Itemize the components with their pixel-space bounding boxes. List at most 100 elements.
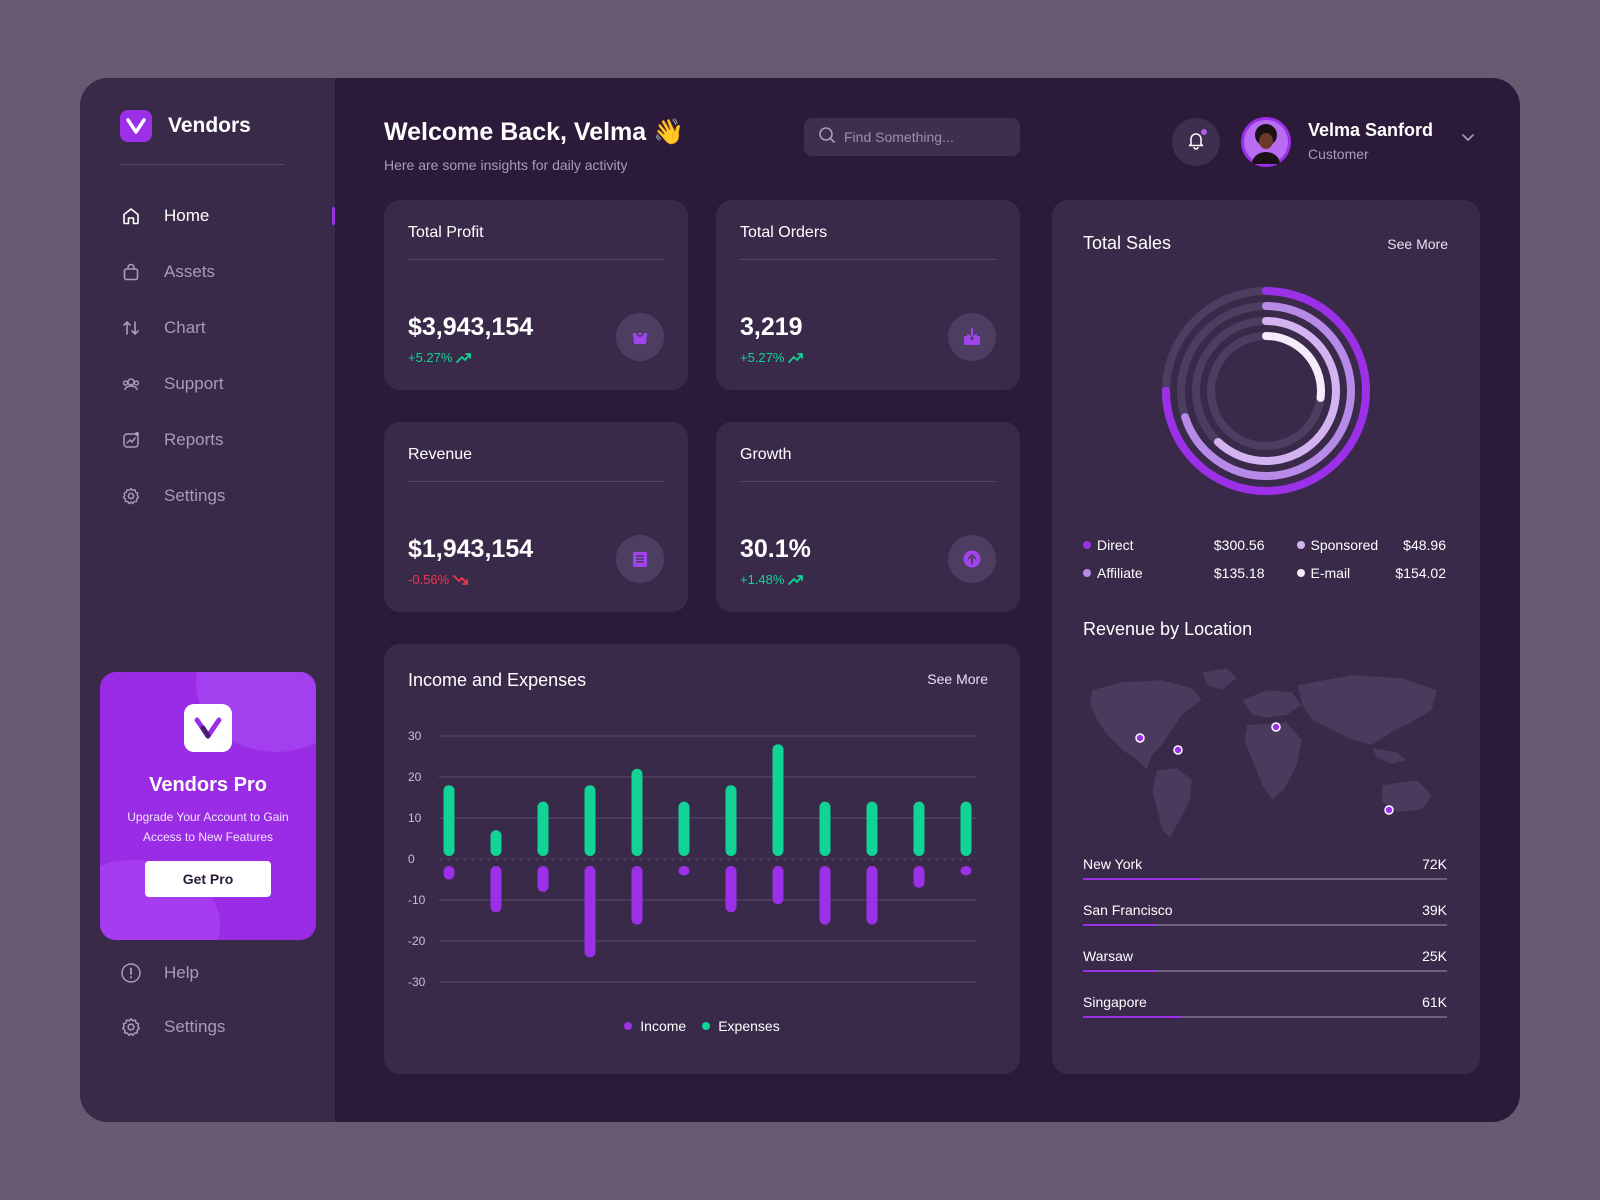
stat-title: Total Orders [740,224,828,241]
map-marker-singapore [1384,805,1394,815]
stat-card-total-orders: Total Orders 3,219 +5.27% [716,200,1020,390]
gear-icon [120,485,142,507]
stat-icon-button[interactable] [948,313,996,361]
stat-icon-button[interactable] [948,535,996,583]
brand[interactable]: Vendors [120,110,251,142]
sidebar-item-label: Home [164,206,210,225]
location-progress [1083,878,1447,880]
bar-income [584,866,596,958]
see-more-link[interactable]: See More [1387,236,1448,252]
chart-legend: Income Expenses [384,1018,1020,1034]
sidebar-item-settings-bottom[interactable]: Settings [120,1000,225,1054]
home-icon [120,205,142,227]
y-tick-label: 10 [408,811,422,825]
world-map [1089,667,1438,839]
donut-arc-e-mail [1207,332,1325,450]
chevron-down-icon[interactable] [1461,130,1475,149]
sidebar-item-label: Settings [164,486,226,505]
bar-expenses [537,801,549,856]
gear-icon [120,1016,142,1038]
donut-arc-direct [1162,287,1370,495]
legend-item-income: Income [624,1018,686,1034]
trend-down-icon [453,574,469,585]
sidebar-item-chart[interactable]: Chart [120,300,335,356]
sales-legend-item-email: E-mail $154.02 [1265,565,1446,581]
location-progress-fill [1083,924,1156,926]
location-progress [1083,924,1447,926]
stat-divider [740,481,996,482]
sales-label: E-mail [1310,565,1351,581]
user-role: Customer [1308,146,1369,162]
stat-value: $1,943,154 [408,535,534,563]
pro-logo-icon [184,704,232,752]
location-list: New York 72K San Francisco 39K Warsaw 25… [1083,856,1447,1040]
bar-expenses [631,768,643,856]
see-more-link[interactable]: See More [927,671,988,687]
map-southeast-asia [1371,747,1408,765]
stat-title: Growth [740,446,792,463]
bag-icon [633,332,647,344]
location-progress-fill [1083,878,1200,880]
promo-title: Vendors Pro [149,774,267,796]
stat-icon-button[interactable] [616,535,664,583]
stat-change: +5.27% [408,350,472,365]
avatar[interactable] [1241,117,1291,167]
location-value: 39K [1422,902,1447,918]
stat-title: Revenue [408,446,473,463]
sales-legend-item-affiliate: Affiliate $135.18 [1083,565,1265,581]
stat-divider [408,259,664,260]
reports-icon [120,429,142,451]
bar-income [490,866,502,913]
bottom-nav: Help Settings [120,946,225,1054]
notification-button[interactable] [1172,118,1220,166]
trend-up-icon [456,352,472,363]
bar-income [725,866,737,913]
sales-label: Direct [1097,537,1134,553]
total-sales-donut-chart [1162,287,1370,495]
page-title: Welcome Back, Velma 👋 [384,118,685,146]
bar-expenses [772,744,784,856]
bar-expenses [866,801,878,856]
stat-change: +5.27% [740,350,804,365]
sidebar-item-reports[interactable]: Reports [120,412,335,468]
stat-divider [408,481,664,482]
search-box[interactable] [804,118,1020,156]
support-icon [120,373,142,395]
stat-card-growth: Growth 30.1% +1.48% [716,422,1020,612]
stat-change-text: -0.56% [408,572,450,587]
sidebar-item-assets[interactable]: Assets [120,244,335,300]
location-progress-fill [1083,1016,1182,1018]
search-input[interactable] [844,129,1004,145]
stat-change-text: +1.48% [740,572,785,587]
right-panel-card: Total Sales See More Direct $300.56 Spon… [1052,200,1480,1074]
sidebar-item-support[interactable]: Support [120,356,335,412]
location-name: New York [1083,856,1143,872]
total-sales-title: Total Sales [1083,233,1172,253]
trend-up-icon [788,352,804,363]
upgrade-promo-card: Vendors Pro Upgrade Your Account to Gain… [100,672,316,940]
arrow-up-circle-icon [963,550,981,568]
location-name: Warsaw [1083,948,1134,964]
income-expenses-chart: 30 20 10 0 -10 -20 -30 [408,729,976,989]
y-tick-label: -30 [408,975,426,989]
sidebar-item-home[interactable]: Home [120,188,335,244]
location-progress [1083,970,1447,972]
get-pro-button[interactable]: Get Pro [145,861,271,897]
sidebar-item-help[interactable]: Help [120,946,225,1000]
sales-value: $300.56 [1213,537,1265,553]
stat-card-total-profit: Total Profit $3,943,154 +5.27% [384,200,688,390]
page-subtitle: Here are some insights for daily activit… [384,157,628,173]
sidebar-item-settings[interactable]: Settings [120,468,335,524]
map-north-america [1089,679,1203,771]
donut-arc-affiliate [1177,302,1355,480]
bar-expenses [584,785,596,856]
sales-legend-row: Direct $300.56 Sponsored $48.96 [1083,531,1446,559]
location-row: San Francisco 39K [1083,902,1447,948]
map-marker-new-york [1173,745,1183,755]
y-tick-label: 0 [408,852,415,866]
user-name[interactable]: Velma Sanford [1308,120,1434,140]
sort-arrows-icon [120,317,142,339]
brand-logo-icon [120,110,152,142]
stat-card-revenue: Revenue $1,943,154 -0.56% [384,422,688,612]
stat-icon-button[interactable] [616,313,664,361]
